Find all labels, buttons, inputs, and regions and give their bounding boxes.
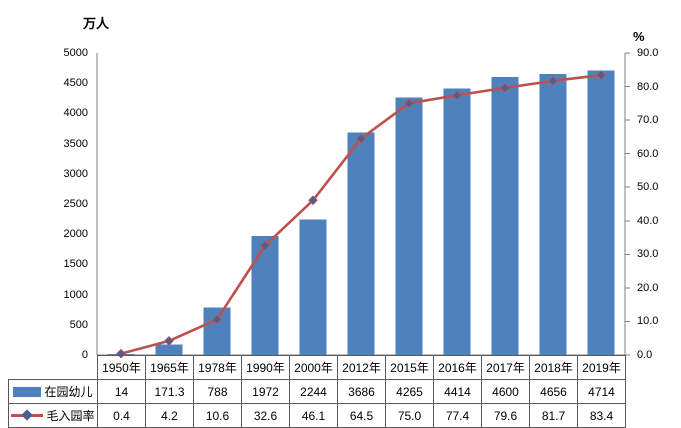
left-axis-tick-label: 2500 <box>63 198 88 210</box>
value-cell: 171.3 <box>145 379 194 404</box>
legend-item: 在园幼儿 <box>8 379 98 404</box>
legend-label: 毛入园率 <box>46 409 95 423</box>
left-axis-tick-label: 4000 <box>63 107 88 120</box>
diamond-marker-icon <box>164 336 174 346</box>
year-header-cell: 1990年 <box>241 355 290 380</box>
value-cell: 46.1 <box>289 403 338 428</box>
value-cell: 0.4 <box>97 403 146 428</box>
left-axis-tick-label: 3500 <box>63 137 88 150</box>
right-axis-tick-label: 10.0 <box>637 315 659 328</box>
value-cell: 32.6 <box>241 403 290 428</box>
bar-1990年 <box>251 235 279 355</box>
year-header-cell: 1978年 <box>193 355 242 380</box>
table-row-enrolled-children: 在园幼儿 14 171.3 788 1972 2244 3686 4265 4414 4600 46… <box>8 379 626 404</box>
table-corner-cell <box>9 356 98 380</box>
bar-2016年 <box>443 88 471 355</box>
value-cell: 4.2 <box>145 403 194 428</box>
value-cell: 1972 <box>241 379 290 404</box>
legend-inner: 毛入园率 <box>10 407 97 424</box>
legend-diamond-marker-icon <box>21 409 34 421</box>
year-header-cell: 2016年 <box>433 355 482 380</box>
left-axis-tick-label: 1000 <box>63 288 88 301</box>
year-header-cell: 2017年 <box>481 355 530 380</box>
legend-item: 毛入园率 <box>8 403 98 428</box>
right-axis-tick-label: 70.0 <box>637 114 659 127</box>
left-axis-tick-label: 4500 <box>63 77 88 90</box>
left-axis-title: 万人 <box>83 16 110 31</box>
value-cell: 4265 <box>385 379 434 404</box>
chart-data-table: 1950年 1965年 1978年 1990年 2000年 2012年 2015年 2016年… <box>8 355 626 428</box>
table-header-row: 1950年 1965年 1978年 1990年 2000年 2012年 2015年 2016年… <box>9 355 626 380</box>
right-axis-tick-label: 0.0 <box>637 349 653 361</box>
value-cell: 64.5 <box>337 403 386 428</box>
value-cell: 2244 <box>289 379 338 404</box>
diamond-marker-icon <box>404 98 414 109</box>
diamond-marker-icon <box>212 314 222 325</box>
diamond-marker-icon <box>260 240 270 251</box>
value-cell: 3686 <box>337 379 386 404</box>
bar-1978年 <box>203 307 231 355</box>
right-axis-tick-label: 90.0 <box>637 47 659 59</box>
value-cell: 4414 <box>433 379 482 404</box>
legend-inner: 在园幼儿 <box>10 383 97 400</box>
diamond-marker-icon <box>356 133 366 144</box>
value-cell: 79.6 <box>481 403 530 428</box>
bar-2019年 <box>587 70 615 355</box>
bar-2000年 <box>299 219 327 355</box>
year-header-cell: 2019年 <box>577 355 626 380</box>
value-cell: 4656 <box>529 379 578 404</box>
value-cell: 75.0 <box>385 403 434 428</box>
right-axis-tick-label: 40.0 <box>637 214 659 227</box>
right-axis-tick-label: 60.0 <box>637 147 659 160</box>
right-axis-title: % <box>633 29 645 44</box>
bar-2015年 <box>395 97 423 356</box>
right-axis-tick-label: 20.0 <box>637 281 659 294</box>
legend-bar-swatch-icon <box>13 386 42 397</box>
right-axis-tick-label: 80.0 <box>637 80 659 93</box>
left-axis-tick-label: 500 <box>69 318 88 331</box>
diamond-marker-icon <box>548 75 558 86</box>
right-axis-tick-label: 30.0 <box>637 248 659 261</box>
diamond-marker-icon <box>308 195 318 206</box>
bar-1965年 <box>155 344 183 355</box>
value-cell: 10.6 <box>193 403 242 428</box>
left-axis-tick-label: 5000 <box>63 47 88 59</box>
bar-2012年 <box>347 132 375 355</box>
value-cell: 81.7 <box>529 403 578 428</box>
left-axis-tick-label: 3000 <box>63 167 88 180</box>
table-row-gross-enrollment-rate: 毛入园率 0.4 4.2 10.6 32.6 46.1 64.5 75.0 77.4 79.6 81… <box>8 403 626 428</box>
bar-2018年 <box>539 73 567 356</box>
diamond-marker-icon <box>596 70 606 81</box>
value-cell: 77.4 <box>433 403 482 428</box>
value-cell: 14 <box>97 379 146 404</box>
year-header-cell: 2012年 <box>337 355 386 380</box>
legend-label: 在园幼儿 <box>44 385 93 399</box>
left-axis-tick-label: 0 <box>81 349 88 361</box>
year-header-cell: 2018年 <box>529 355 578 380</box>
diamond-marker-icon <box>452 90 462 101</box>
year-header-cell: 2000年 <box>289 355 338 380</box>
value-cell: 788 <box>193 379 242 404</box>
value-cell: 4600 <box>481 379 530 404</box>
value-cell: 4714 <box>577 379 626 404</box>
diamond-marker-icon <box>500 83 510 93</box>
right-axis-tick-label: 50.0 <box>637 181 659 194</box>
year-header-cell: 1950年 <box>97 355 146 380</box>
left-axis-tick-label: 2000 <box>63 228 88 241</box>
legend-line-swatch-icon <box>11 409 44 421</box>
value-cell: 83.4 <box>577 403 626 428</box>
year-header-cell: 2015年 <box>385 355 434 380</box>
year-header-cell: 1965年 <box>145 355 194 380</box>
bar-2017年 <box>491 77 519 355</box>
left-axis-tick-label: 1500 <box>63 258 88 271</box>
